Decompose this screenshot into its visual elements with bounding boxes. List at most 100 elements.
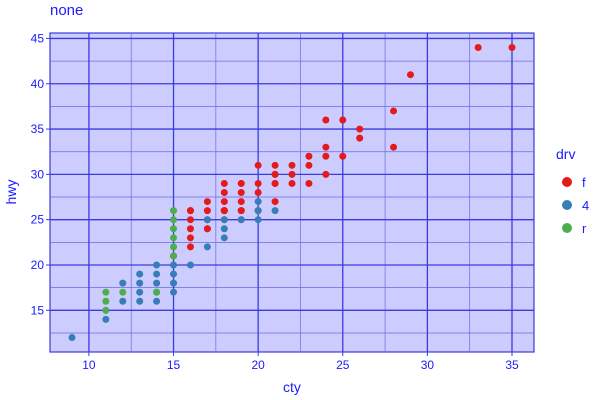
- data-point-4: [254, 198, 262, 206]
- data-point-f: [220, 207, 228, 215]
- y-tick-label: 40: [31, 77, 45, 91]
- data-point-f: [254, 189, 262, 196]
- legend-label-r: r: [582, 221, 587, 236]
- data-point-4: [136, 270, 144, 278]
- legend-title: drv: [556, 146, 575, 162]
- data-point-4: [237, 216, 245, 224]
- data-point-f: [237, 189, 245, 196]
- data-point-f: [305, 152, 313, 160]
- x-tick-label: 25: [336, 358, 350, 372]
- legend-key-4: [562, 200, 572, 210]
- data-point-4: [170, 288, 178, 296]
- y-tick-label: 45: [31, 31, 45, 45]
- data-point-f: [406, 71, 414, 79]
- data-point-4: [203, 243, 211, 251]
- data-point-f: [271, 179, 279, 187]
- x-tick-label: 15: [167, 358, 181, 372]
- y-tick-label: 30: [31, 167, 45, 181]
- data-point-f: [508, 44, 516, 51]
- data-point-4: [271, 207, 279, 215]
- data-point-f: [203, 198, 211, 206]
- data-point-4: [170, 279, 178, 287]
- data-point-f: [220, 189, 228, 196]
- legend: drv f 4 r: [556, 146, 589, 236]
- grid-lines: [50, 33, 534, 352]
- data-point-4: [136, 279, 144, 287]
- data-point-4: [220, 225, 228, 233]
- y-tick-label: 15: [31, 303, 45, 317]
- data-point-f: [186, 243, 194, 251]
- x-tick-label: 20: [251, 358, 265, 372]
- data-point-f: [339, 116, 347, 124]
- data-point-f: [203, 207, 211, 215]
- data-point-f: [322, 152, 330, 160]
- data-point-4: [170, 270, 178, 278]
- data-point-f: [322, 116, 330, 124]
- data-point-f: [237, 207, 245, 215]
- data-point-r: [102, 306, 110, 314]
- data-point-f: [271, 198, 279, 206]
- legend-key-r: [562, 223, 572, 233]
- data-point-r: [170, 252, 178, 260]
- data-point-r: [170, 207, 178, 215]
- data-point-f: [288, 179, 296, 187]
- legend-label-4: 4: [582, 198, 589, 213]
- data-point-r: [119, 288, 127, 296]
- data-point-f: [390, 143, 398, 151]
- data-point-f: [237, 198, 245, 206]
- data-point-4: [153, 261, 161, 269]
- data-point-4: [119, 279, 127, 287]
- data-point-f: [288, 170, 296, 178]
- data-point-f: [356, 134, 364, 142]
- data-point-4: [136, 297, 144, 305]
- data-point-f: [288, 161, 296, 169]
- data-point-r: [170, 243, 178, 251]
- data-point-f: [474, 44, 482, 51]
- data-point-f: [390, 107, 398, 115]
- y-axis-title: hwy: [3, 180, 19, 205]
- plot-panel: [49, 32, 535, 353]
- data-point-f: [322, 143, 330, 151]
- data-point-f: [220, 198, 228, 206]
- x-tick-label: 30: [421, 358, 435, 372]
- legend-label-f: f: [582, 175, 586, 190]
- data-point-f: [186, 234, 194, 242]
- axis-ticks: [46, 37, 513, 356]
- data-point-f: [186, 216, 194, 224]
- y-tick-label: 25: [31, 213, 45, 227]
- data-point-4: [220, 216, 228, 224]
- data-points: [68, 44, 516, 341]
- data-point-4: [68, 334, 76, 341]
- data-point-r: [102, 288, 110, 296]
- data-point-4: [220, 234, 228, 242]
- data-point-4: [186, 261, 194, 269]
- data-point-4: [203, 216, 211, 224]
- data-point-f: [254, 179, 262, 187]
- data-point-r: [153, 288, 161, 296]
- data-point-f: [339, 152, 347, 160]
- data-point-f: [186, 225, 194, 233]
- data-point-4: [102, 315, 110, 323]
- y-tick-label: 35: [31, 122, 45, 136]
- data-point-f: [237, 179, 245, 187]
- data-point-f: [254, 161, 262, 169]
- legend-key-f: [562, 177, 572, 187]
- data-point-r: [170, 225, 178, 233]
- data-point-f: [305, 161, 313, 169]
- data-point-f: [356, 125, 364, 133]
- data-point-4: [254, 207, 262, 215]
- data-point-4: [153, 297, 161, 305]
- data-point-4: [153, 270, 161, 278]
- y-tick-label: 20: [31, 258, 45, 272]
- tick-labels: 10 15 20 25 30 35 15 20 25 30 35 40 45: [31, 31, 519, 372]
- data-point-f: [305, 179, 313, 187]
- data-point-4: [170, 261, 178, 269]
- data-point-f: [203, 225, 211, 233]
- data-point-r: [170, 216, 178, 224]
- data-point-4: [254, 216, 262, 224]
- data-point-f: [322, 170, 330, 178]
- chart-title: none: [50, 2, 83, 19]
- data-point-f: [271, 161, 279, 169]
- data-point-r: [102, 297, 110, 305]
